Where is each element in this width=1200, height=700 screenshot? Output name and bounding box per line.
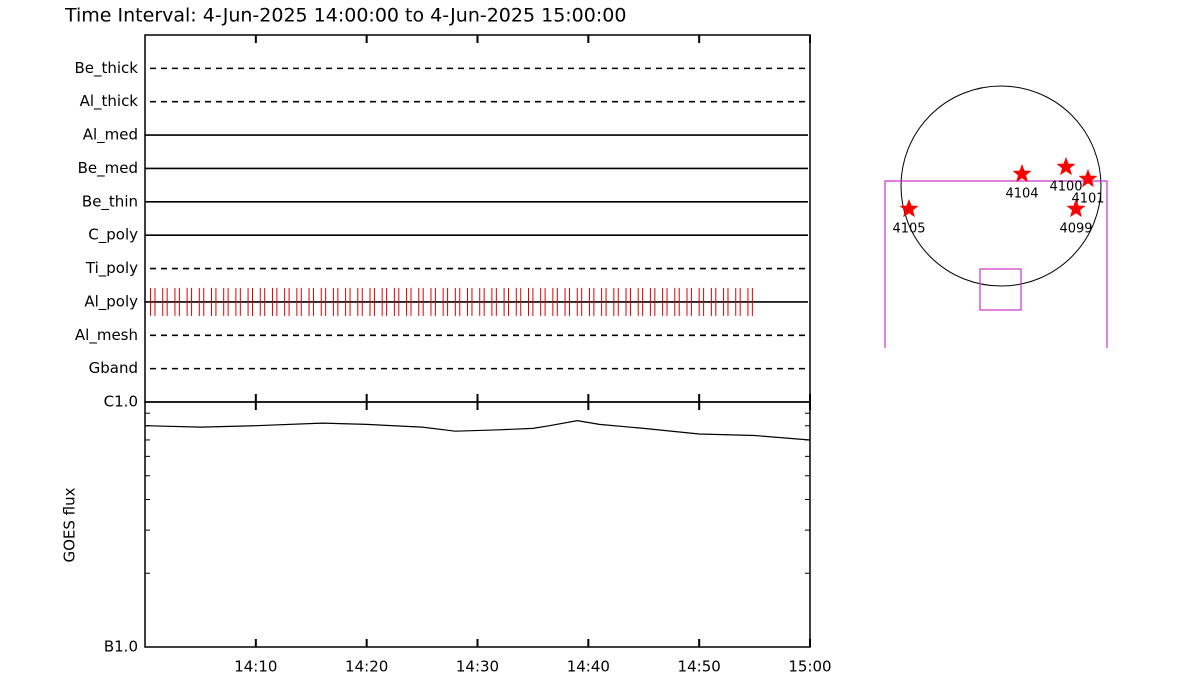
y-tick-label: B1.0 xyxy=(104,638,138,656)
filter-label: Be_med xyxy=(78,159,138,178)
filter-label: Al_poly xyxy=(84,292,138,311)
chart-title: Time Interval: 4-Jun-2025 14:00:00 to 4-… xyxy=(64,5,626,27)
active-region-star xyxy=(1056,157,1076,176)
filter-label: Al_med xyxy=(83,126,138,145)
active-region-star xyxy=(1012,164,1032,183)
solar-disk xyxy=(900,85,1102,287)
x-tick-label: 14:40 xyxy=(567,658,610,676)
eis-fov xyxy=(979,268,1022,311)
active-region-label: 4100 xyxy=(1049,180,1082,195)
x-tick-label: 14:30 xyxy=(456,658,499,676)
active-region-star xyxy=(899,199,919,218)
active-region-star xyxy=(1066,199,1086,218)
filter-label: Al_mesh xyxy=(75,326,138,345)
xrt-fov xyxy=(884,180,1108,348)
filter-label: Ti_poly xyxy=(85,259,138,278)
y-axis-label: GOES flux xyxy=(61,487,79,562)
flux-frame xyxy=(144,401,811,648)
x-tick-label: 14:20 xyxy=(345,658,388,676)
filter-label: Al_thick xyxy=(80,92,139,111)
active-region-label: 4101 xyxy=(1071,192,1104,207)
flux-line xyxy=(144,419,811,441)
y-tick-label: C1.0 xyxy=(104,393,138,411)
active-region-label: 4099 xyxy=(1059,222,1092,237)
active-region-label: 4105 xyxy=(892,222,925,237)
filter-label: Gband xyxy=(89,359,138,377)
x-tick-label: 14:10 xyxy=(234,658,277,676)
filter-label: C_poly xyxy=(88,226,138,245)
x-tick-label: 15:00 xyxy=(788,658,831,676)
filter-label: Be_thick xyxy=(74,59,138,78)
active-region-label: 4104 xyxy=(1005,187,1038,202)
active-region-star xyxy=(1078,169,1098,188)
filter-label: Be_thin xyxy=(82,192,138,211)
x-tick-label: 14:50 xyxy=(678,658,721,676)
timeline-frame xyxy=(144,34,811,403)
